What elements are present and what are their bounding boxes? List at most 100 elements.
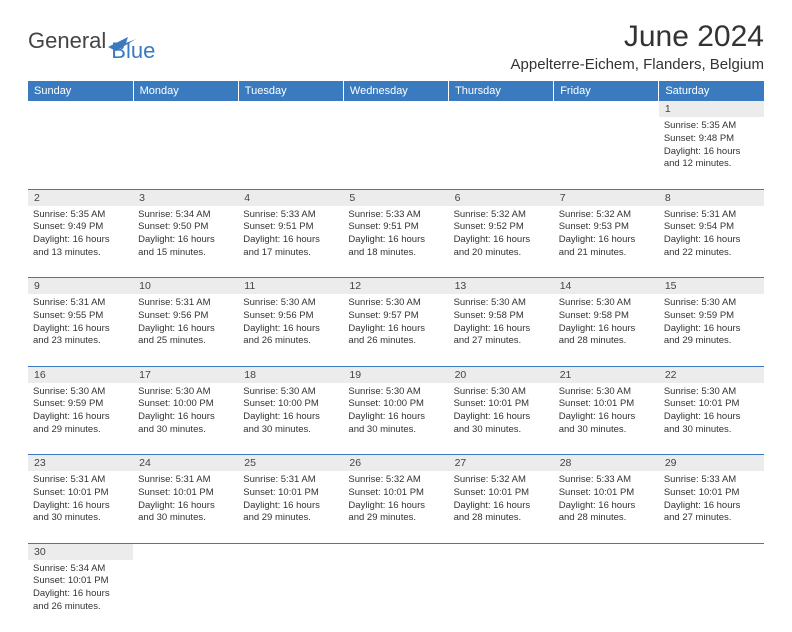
- day-content: Sunrise: 5:31 AMSunset: 9:54 PMDaylight:…: [664, 209, 759, 260]
- day-cell: Sunrise: 5:30 AMSunset: 10:01 PMDaylight…: [554, 383, 659, 455]
- daynum-cell: 23: [28, 455, 133, 472]
- day-cell: [133, 117, 238, 189]
- day-number: 17: [139, 369, 151, 381]
- day-number: 11: [244, 280, 255, 292]
- day-cell: Sunrise: 5:35 AMSunset: 9:48 PMDaylight:…: [659, 117, 764, 189]
- calendar-body: 1 Sunrise: 5:35 AMSunset: 9:48 PMDaylight…: [28, 101, 764, 632]
- daynum-cell: 15: [659, 278, 764, 295]
- day-content: Sunrise: 5:30 AMSunset: 9:58 PMDaylight:…: [454, 297, 549, 348]
- day-number: 7: [560, 192, 566, 204]
- day-cell: Sunrise: 5:31 AMSunset: 9:54 PMDaylight:…: [659, 206, 764, 278]
- day-number: 12: [349, 280, 361, 292]
- day-number: 6: [455, 192, 461, 204]
- day-content: Sunrise: 5:30 AMSunset: 9:59 PMDaylight:…: [664, 297, 759, 348]
- day-cell: [343, 560, 448, 632]
- day-number: 23: [34, 457, 46, 469]
- day-number: 1: [665, 103, 671, 115]
- day-number: 19: [349, 369, 361, 381]
- daynum-cell: 14: [554, 278, 659, 295]
- day-content: Sunrise: 5:30 AMSunset: 9:59 PMDaylight:…: [33, 386, 128, 437]
- week-row: Sunrise: 5:31 AMSunset: 10:01 PMDaylight…: [28, 471, 764, 543]
- weekday-sunday: Sunday: [28, 81, 133, 101]
- day-cell: Sunrise: 5:34 AMSunset: 9:50 PMDaylight:…: [133, 206, 238, 278]
- day-cell: Sunrise: 5:31 AMSunset: 10:01 PMDaylight…: [238, 471, 343, 543]
- day-cell: Sunrise: 5:33 AMSunset: 10:01 PMDaylight…: [554, 471, 659, 543]
- day-number: 4: [244, 192, 250, 204]
- day-cell: [554, 560, 659, 632]
- daynum-cell: [343, 101, 448, 117]
- day-number: 14: [560, 280, 572, 292]
- brand-general: General: [28, 28, 106, 54]
- daynum-cell: [449, 543, 554, 560]
- week-row: Sunrise: 5:35 AMSunset: 9:49 PMDaylight:…: [28, 206, 764, 278]
- day-number: 15: [665, 280, 677, 292]
- weekday-header-row: Sunday Monday Tuesday Wednesday Thursday…: [28, 81, 764, 101]
- day-cell: Sunrise: 5:33 AMSunset: 9:51 PMDaylight:…: [343, 206, 448, 278]
- day-cell: Sunrise: 5:33 AMSunset: 10:01 PMDaylight…: [659, 471, 764, 543]
- weekday-saturday: Saturday: [659, 81, 764, 101]
- daynum-cell: 10: [133, 278, 238, 295]
- daynum-row: 234 56 7 8: [28, 189, 764, 206]
- day-cell: [238, 560, 343, 632]
- day-cell: [659, 560, 764, 632]
- daynum-cell: 8: [659, 189, 764, 206]
- daynum-cell: 5: [343, 189, 448, 206]
- day-cell: [449, 117, 554, 189]
- day-cell: Sunrise: 5:33 AMSunset: 9:51 PMDaylight:…: [238, 206, 343, 278]
- daynum-cell: 22: [659, 366, 764, 383]
- daynum-row: 16171819202122: [28, 366, 764, 383]
- daynum-cell: [28, 101, 133, 117]
- daynum-cell: 30: [28, 543, 133, 560]
- daynum-cell: 16: [28, 366, 133, 383]
- day-number: 16: [34, 369, 46, 381]
- day-number: 26: [349, 457, 361, 469]
- day-content: Sunrise: 5:32 AMSunset: 10:01 PMDaylight…: [348, 474, 443, 525]
- day-number: 20: [455, 369, 467, 381]
- day-cell: Sunrise: 5:30 AMSunset: 10:00 PMDaylight…: [133, 383, 238, 455]
- day-cell: [343, 117, 448, 189]
- day-cell: Sunrise: 5:32 AMSunset: 9:53 PMDaylight:…: [554, 206, 659, 278]
- day-content: Sunrise: 5:34 AMSunset: 10:01 PMDaylight…: [33, 563, 128, 614]
- day-cell: Sunrise: 5:31 AMSunset: 9:55 PMDaylight:…: [28, 294, 133, 366]
- week-row: Sunrise: 5:30 AMSunset: 9:59 PMDaylight:…: [28, 383, 764, 455]
- daynum-cell: 3: [133, 189, 238, 206]
- day-content: Sunrise: 5:33 AMSunset: 9:51 PMDaylight:…: [348, 209, 443, 260]
- day-cell: Sunrise: 5:34 AMSunset: 10:01 PMDaylight…: [28, 560, 133, 632]
- day-cell: Sunrise: 5:31 AMSunset: 10:01 PMDaylight…: [28, 471, 133, 543]
- day-cell: [449, 560, 554, 632]
- day-content: Sunrise: 5:31 AMSunset: 9:55 PMDaylight:…: [33, 297, 128, 348]
- daynum-cell: 20: [449, 366, 554, 383]
- week-row: Sunrise: 5:34 AMSunset: 10:01 PMDaylight…: [28, 560, 764, 632]
- day-number: 24: [139, 457, 151, 469]
- day-content: Sunrise: 5:32 AMSunset: 9:52 PMDaylight:…: [454, 209, 549, 260]
- title-block: June 2024 Appelterre-Eichem, Flanders, B…: [511, 20, 764, 73]
- day-cell: Sunrise: 5:30 AMSunset: 10:00 PMDaylight…: [238, 383, 343, 455]
- daynum-cell: [133, 101, 238, 117]
- day-content: Sunrise: 5:32 AMSunset: 10:01 PMDaylight…: [454, 474, 549, 525]
- daynum-cell: 2: [28, 189, 133, 206]
- day-content: Sunrise: 5:30 AMSunset: 9:57 PMDaylight:…: [348, 297, 443, 348]
- week-row: Sunrise: 5:31 AMSunset: 9:55 PMDaylight:…: [28, 294, 764, 366]
- day-cell: [238, 117, 343, 189]
- day-number: 27: [455, 457, 467, 469]
- daynum-row: 9101112131415: [28, 278, 764, 295]
- day-number: 21: [560, 369, 572, 381]
- weekday-tuesday: Tuesday: [238, 81, 343, 101]
- day-cell: Sunrise: 5:30 AMSunset: 9:58 PMDaylight:…: [554, 294, 659, 366]
- day-number: 30: [34, 546, 46, 558]
- brand-blue: Blue: [111, 38, 155, 63]
- day-cell: [554, 117, 659, 189]
- day-cell: Sunrise: 5:31 AMSunset: 9:56 PMDaylight:…: [133, 294, 238, 366]
- day-content: Sunrise: 5:31 AMSunset: 10:01 PMDaylight…: [33, 474, 128, 525]
- daynum-cell: [238, 101, 343, 117]
- day-cell: Sunrise: 5:30 AMSunset: 9:58 PMDaylight:…: [449, 294, 554, 366]
- day-number: 22: [665, 369, 677, 381]
- day-content: Sunrise: 5:30 AMSunset: 10:01 PMDaylight…: [559, 386, 654, 437]
- daynum-cell: 28: [554, 455, 659, 472]
- week-row: Sunrise: 5:35 AMSunset: 9:48 PMDaylight:…: [28, 117, 764, 189]
- daynum-row: 23242526272829: [28, 455, 764, 472]
- day-cell: Sunrise: 5:30 AMSunset: 10:01 PMDaylight…: [449, 383, 554, 455]
- day-number: 13: [455, 280, 467, 292]
- daynum-cell: 17: [133, 366, 238, 383]
- daynum-cell: 13: [449, 278, 554, 295]
